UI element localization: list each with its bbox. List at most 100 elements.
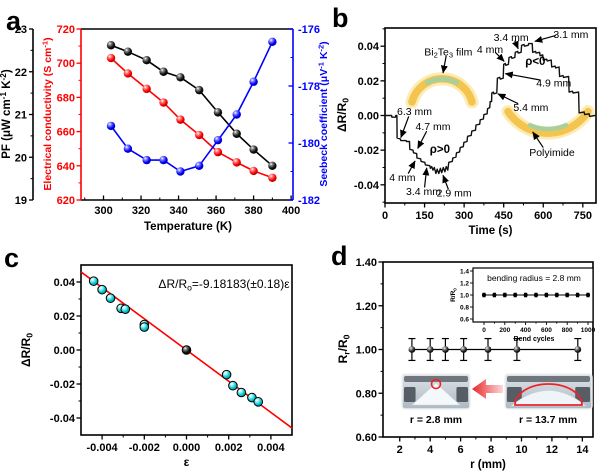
series-line [110,44,274,167]
data-point [426,346,434,353]
fit-equation: ΔR/Ro=-9.18183(±0.18)ε [158,277,290,292]
data-point [484,346,492,353]
data-point [513,346,521,353]
panel-a-chart: 300 320 340 360 380 400 Temperature (K) 19 20 21 2… [0,24,330,233]
annotation: Polyimide [529,131,575,159]
data-point [213,135,223,145]
annotation-text: 4 mm [477,44,504,56]
inset-data-point [513,292,518,298]
y-tick-label: 0.60 [356,432,377,444]
pf-tick-label: 21 [15,110,27,122]
inset-data-point [544,292,549,298]
data-point [408,346,416,353]
annotation: 3.4 mm [494,32,529,50]
radius-arc [514,383,583,406]
data-point [159,155,168,165]
sigma-tick-label: 720 [57,24,75,36]
data-point [123,69,133,78]
inset-x-tick-label: 800 [562,327,573,334]
series-line [110,40,274,173]
data-point [236,387,247,398]
annotation: 5.4 mm [497,93,549,114]
seebeck-axis-label: Seebeck coefficient (μV-1 K-2) [317,41,330,186]
y-tick-label: 0.04 [358,41,380,53]
data-point [88,276,99,286]
substrate-arc-down [504,107,592,137]
annotation: Bi2Te3 film [424,46,473,74]
region-label: ρ>0 [430,144,450,156]
annotation-arrow [494,51,505,62]
panel-letter-c: c [4,243,20,273]
y-tick-label: 0.02 [54,311,75,323]
annotation-arrow [417,130,428,149]
x-tick-label: 0.002 [215,442,243,454]
data-point [221,369,232,380]
data-point [159,67,168,76]
x-tick-label: 360 [207,205,225,217]
annotation-arrow [422,167,430,188]
data-point [139,322,150,332]
annotation-arrow [407,160,416,174]
inset-x-tick-label: 400 [520,327,531,334]
panel-letter-d: d [331,241,348,271]
annotation: 3.4 mm [406,167,441,198]
radius-series [408,337,582,362]
data-point [249,166,258,176]
annotation: 4.9 mm [504,71,572,90]
annotation-arrow [504,71,541,81]
x-tick-label: 400 [282,205,300,217]
data-point [120,304,131,314]
bend-cycle-inset: 1.4 1.2 1.0 0.8 0.6 0 200 400 600 800 1000 bending … [450,267,596,343]
inset-x-tick-label: 600 [541,327,552,334]
data-point [105,293,116,303]
data-point [232,129,241,138]
annotation-text: 2.9 mm [437,188,472,200]
film-layer-up [424,76,460,86]
data-point [232,110,241,119]
x-tick-label: 10 [515,444,527,456]
x-tick-label: 4 [427,444,434,456]
panel-d-chart: 0.600.801.001.201.402 4 6 8 10 12 14r (mm)Rr/R… [336,257,596,471]
annotation: 4 mm [477,44,505,62]
annotation: 6.3 mm [397,106,432,139]
y-axis-label: ΔR/R0 [19,333,34,367]
data-point [142,56,151,65]
film-arc-up [408,75,476,106]
inset-data-point [523,292,528,298]
inset-x-tick-label: 1000 [581,327,596,334]
x-tick-label: 320 [132,205,150,217]
bent-film [411,382,461,406]
data-point [142,84,151,94]
data-point [176,167,185,176]
y-tick-label: 1.20 [356,301,377,313]
x-tick-label: -0.004 [86,442,118,454]
data-point [194,161,204,170]
y-tick-label: -0.02 [354,145,379,157]
annotation-text: 4 mm [389,172,416,184]
annotation-text: 4.9 mm [536,78,571,90]
x-tick-label: 300 [455,210,473,222]
sigma-tick-label: 620 [57,195,75,207]
x-tick-label: 450 [495,210,513,222]
axes-b: 0.04 0.02 0.00 -0.02 -0.04 0 150 300 450 600 750 Ti… [335,27,597,237]
x-tick-label: 380 [244,205,262,217]
data-point [176,115,185,124]
x-tick-label: 2 [397,444,403,456]
data-point [194,130,204,140]
strain-points [88,276,264,407]
inset-data-point [585,292,591,298]
data-point [232,158,241,167]
x-tick-label: 600 [534,210,552,222]
data-point [123,144,133,153]
y-tick-label: 1.40 [356,257,377,269]
y-tick-label: -0.04 [50,413,76,425]
resistance-curve [384,42,596,175]
bent-film [510,390,587,407]
annotation-text: Bi2Te3 film [424,46,472,59]
x-tick-label: 300 [94,205,112,217]
inset-x-tick-label: 200 [499,327,510,334]
annotation-text: 3.4 mm [494,32,529,44]
annotation: 3.1 mm [534,29,589,43]
pf-axis-label: PF (μW cm-1 K-2) [0,69,13,159]
